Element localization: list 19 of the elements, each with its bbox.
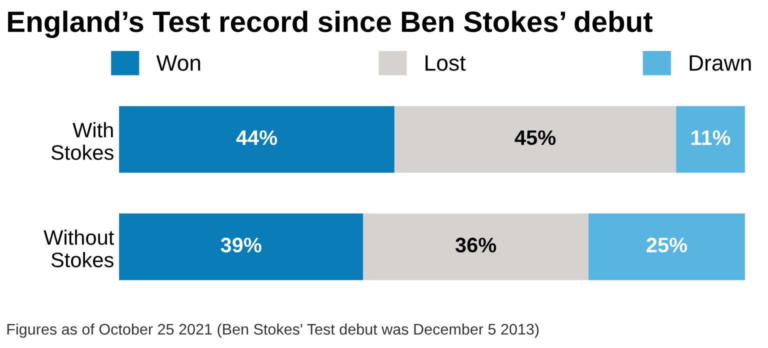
bar <box>588 214 745 280</box>
data-label: 11% <box>692 130 730 145</box>
bar <box>119 106 394 173</box>
chart-title: England’s Test record since Ben Stokes’ debut <box>8 10 652 38</box>
data-label: 39% <box>220 238 262 252</box>
data-label: 25% <box>646 238 688 252</box>
text: Figures as of October 25 2021 (Ben Stokes' Test debut was December 5 2013) <box>7 323 539 338</box>
data-label: 44% <box>236 130 278 145</box>
legend-label: Lost <box>426 55 466 71</box>
bar <box>676 106 745 173</box>
bar <box>394 106 676 173</box>
data-label: 45% <box>514 130 556 146</box>
y-tick-label: With Stokes <box>51 122 114 160</box>
bar <box>119 214 364 280</box>
legend-label: Won <box>156 55 200 71</box>
data-label: 36% <box>455 238 496 252</box>
bar <box>363 214 588 280</box>
y-tick-label: Without Stokes <box>44 230 114 268</box>
legend-label: Drawn <box>690 55 751 71</box>
